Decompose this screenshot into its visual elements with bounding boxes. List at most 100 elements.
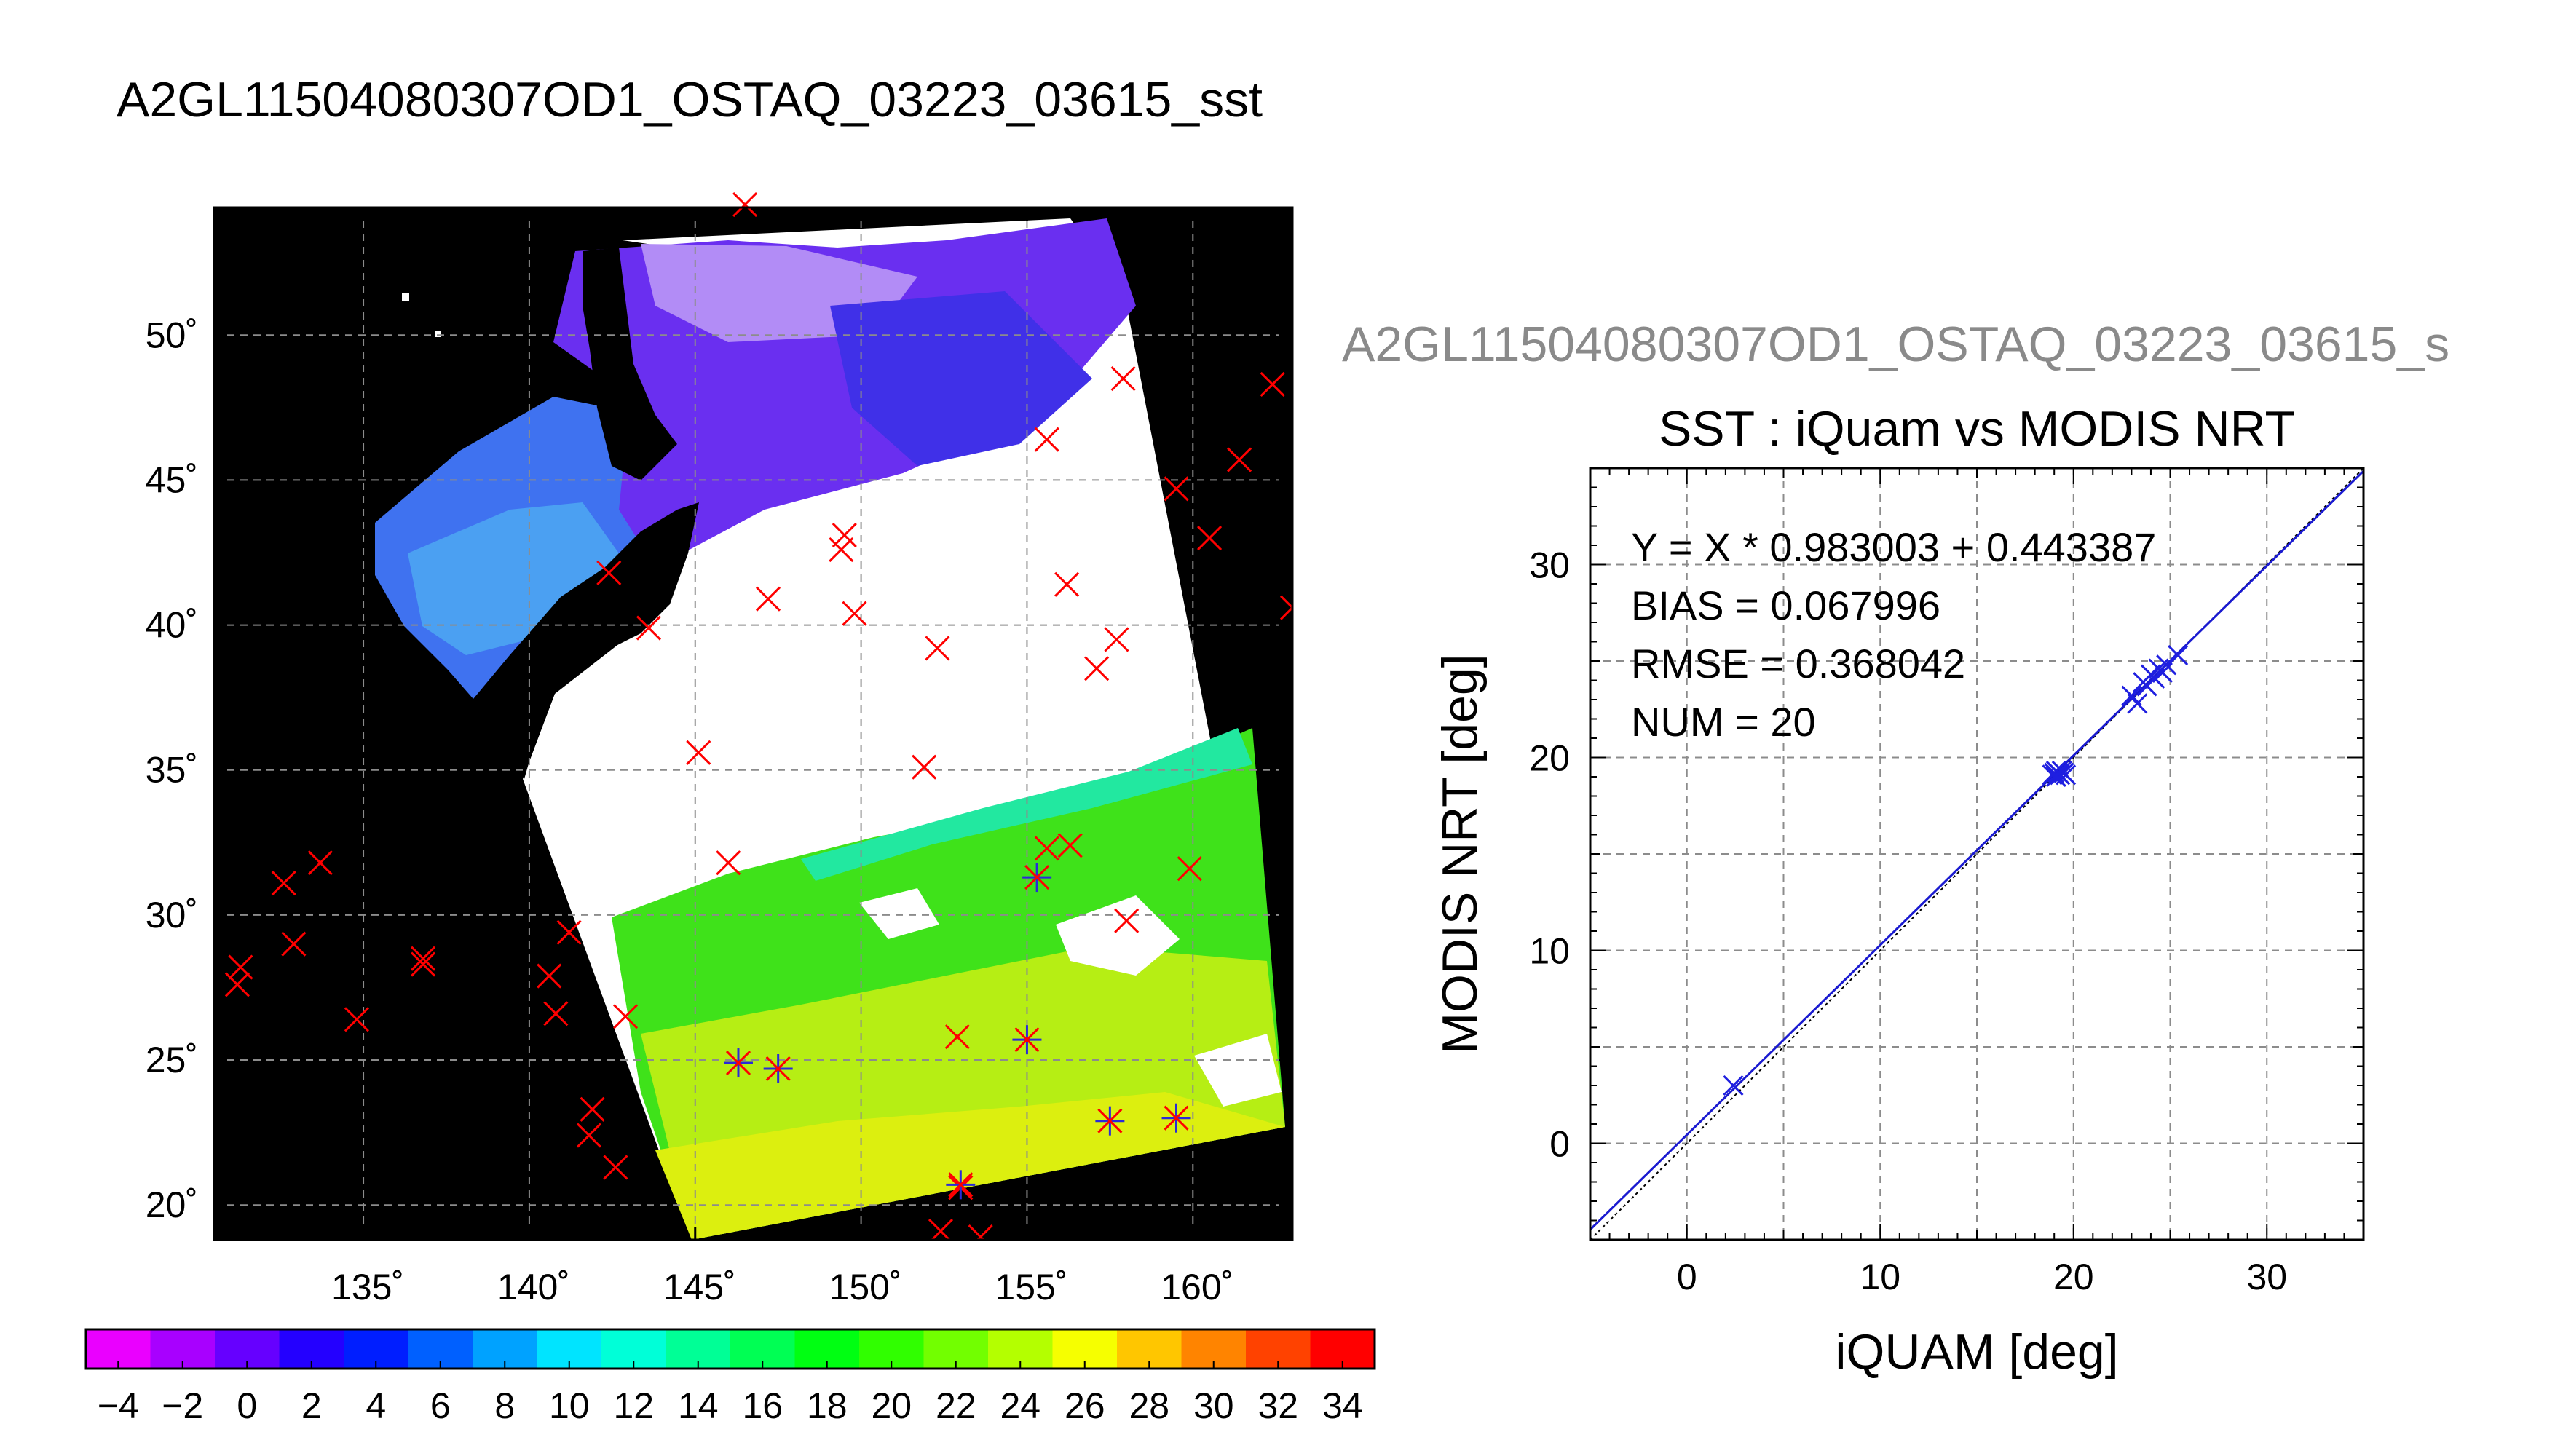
scatter-y-tick-label: 20 — [1529, 738, 1570, 779]
colorbar-tick-label: 2 — [301, 1385, 322, 1426]
scatter-point-stroke — [1723, 1075, 1744, 1096]
buoy-marker — [612, 1004, 639, 1029]
buoy-marker-stroke — [537, 963, 562, 989]
buoy-marker-stroke — [1104, 627, 1129, 652]
buoy-marker — [1197, 526, 1223, 551]
buoy-marker-stroke — [543, 1001, 569, 1026]
buoy-marker-stroke — [612, 1004, 639, 1029]
buoy-marker — [716, 850, 741, 876]
buoy-marker — [1054, 571, 1080, 597]
scatter-point-stroke — [2127, 693, 2148, 714]
buoy-marker — [1227, 447, 1252, 472]
scatter-y-axis-label: MODIS NRT [deg] — [1432, 654, 1488, 1053]
colorbar-tick-label: 34 — [1322, 1385, 1363, 1426]
buoy-marker — [1057, 833, 1083, 858]
scatter-x-axis-label: iQUAM [deg] — [1835, 1324, 2118, 1380]
buoy-marker — [636, 615, 662, 641]
colorbar-tick-label: 24 — [1000, 1385, 1040, 1426]
matched-marker-stroke — [948, 1172, 974, 1198]
buoy-marker-stroke — [925, 636, 950, 661]
cloud-patch-3 — [859, 888, 939, 939]
buoy-marker-stroke — [576, 1123, 601, 1148]
colorbar-tick-label: 4 — [366, 1385, 386, 1426]
buoy-marker-stroke — [1057, 833, 1083, 858]
num-label: NUM = 20 — [1631, 699, 1816, 745]
map-lat-tick-label: 20˚ — [146, 1184, 198, 1225]
bias-label: BIAS = 0.067996 — [1631, 582, 1940, 628]
scatter-point — [2045, 766, 2066, 788]
buoy-marker — [228, 954, 253, 980]
map-lat-tick-label: 30˚ — [146, 895, 198, 935]
buoy-marker-stroke — [1110, 365, 1136, 392]
buoy-marker — [596, 560, 622, 585]
buoy-marker-stroke — [271, 871, 296, 896]
fit-equation-label: Y = X * 0.983003 + 0.443387 — [1631, 524, 2156, 570]
buoy-marker-stroke — [411, 951, 436, 977]
colorbar-tick-label: 22 — [936, 1385, 976, 1426]
buoy-marker — [1260, 371, 1285, 397]
scatter-point — [1723, 1075, 1744, 1096]
buoy-marker — [307, 850, 333, 876]
buoy-marker-stroke — [944, 1024, 970, 1050]
sst-map-panel: 135˚ 140˚ 145˚ 150˚ 155˚ 160˚ 20˚ 25˚ 30˚ 35˚ 40˚ 4… — [146, 191, 1294, 1307]
buoy-marker — [271, 871, 296, 896]
buoy-marker-stroke — [912, 754, 937, 780]
page-title: A2GL11504080307OD1_OSTAQ_03223_03615_sst — [117, 72, 1263, 127]
buoy-marker — [1034, 836, 1059, 861]
buoy-marker-stroke — [1034, 427, 1059, 452]
colorbar-tick-label: 8 — [494, 1385, 515, 1426]
buoy-marker — [832, 523, 857, 548]
buoy-marker — [1177, 856, 1202, 882]
map-lat-tick-label: 45˚ — [146, 459, 198, 500]
colorbar-tick-label: 16 — [742, 1385, 783, 1426]
buoy-marker — [944, 1024, 970, 1050]
cloud-patch-2 — [1194, 1034, 1282, 1107]
matched-marker — [1161, 1103, 1191, 1133]
buoy-marker — [1110, 365, 1136, 392]
buoy-marker-stroke — [224, 972, 250, 997]
scatter-point-stroke — [2045, 766, 2066, 788]
buoy-marker — [603, 1155, 628, 1180]
matched-marker-stroke — [765, 1056, 791, 1082]
buoy-marker-stroke — [1227, 447, 1252, 472]
buoy-marker-stroke — [832, 523, 857, 548]
map-lon-tick-label: 155˚ — [995, 1267, 1067, 1307]
island-dot — [402, 293, 409, 301]
map-lon-tick-label: 145˚ — [663, 1267, 736, 1307]
scatter-title: SST : iQuam vs MODIS NRT — [1659, 401, 2295, 456]
map-lon-tick-label: 140˚ — [497, 1267, 570, 1307]
buoy-marker-stroke — [1177, 856, 1202, 882]
map-lat-tick-label: 35˚ — [146, 750, 198, 791]
buoy-marker-stroke — [976, 1224, 993, 1240]
buoy-marker-stroke — [1260, 371, 1285, 397]
buoy-marker — [829, 537, 854, 563]
scatter-point — [2168, 644, 2189, 666]
map-lat-tick-label: 40˚ — [146, 605, 198, 646]
buoy-marker-stroke — [1279, 595, 1292, 609]
scatter-point-stroke — [2156, 654, 2177, 676]
buoy-marker-stroke — [716, 850, 741, 876]
matched-marker — [763, 1053, 793, 1083]
buoy-marker-stroke — [344, 1007, 370, 1032]
buoy-marker-stroke — [228, 954, 253, 980]
colorbar-tick-label: 26 — [1065, 1385, 1105, 1426]
fit-line — [1590, 470, 2364, 1231]
buoy-marker — [556, 919, 582, 945]
matched-marker-stroke — [1024, 865, 1050, 890]
colorbar-tick-label: 10 — [549, 1385, 590, 1426]
buoy-marker-stroke — [686, 740, 711, 765]
colorbar-tick-label: 32 — [1257, 1385, 1298, 1426]
colorbar-tick-label: 12 — [613, 1385, 654, 1426]
buoy-marker — [281, 931, 307, 957]
buoy-marker — [580, 1096, 605, 1122]
map-lat-tick-label: 50˚ — [146, 314, 198, 355]
island-dot — [435, 331, 441, 337]
buoy-marker — [576, 1123, 601, 1148]
colorbar-tick-label: −2 — [162, 1385, 203, 1426]
buoy-marker-stroke — [842, 601, 867, 626]
buoy-marker — [543, 1001, 569, 1026]
scatter-point-stroke — [2168, 644, 2189, 666]
matched-marker — [723, 1048, 753, 1078]
buoy-marker-stroke — [1197, 526, 1223, 551]
buoy-marker — [686, 740, 711, 765]
